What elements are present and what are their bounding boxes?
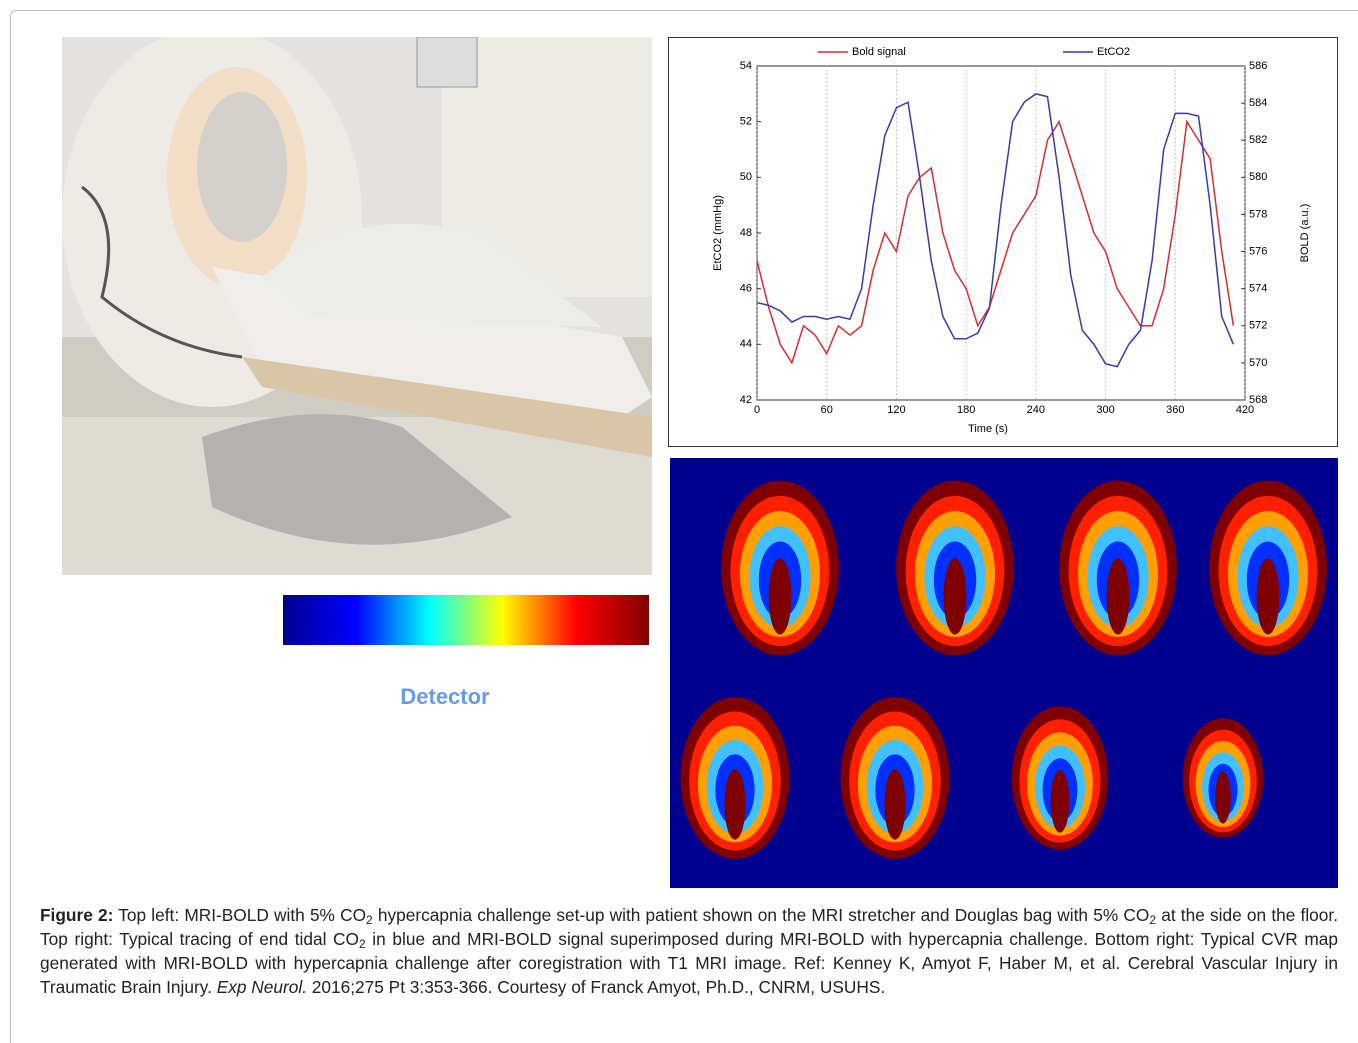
caption-sub: 2 [359, 937, 366, 951]
brain-core [944, 559, 967, 635]
y2-tick-label: 574 [1249, 283, 1267, 295]
y-tick-label: 52 [740, 116, 752, 128]
brain-core [1215, 772, 1231, 824]
colorbar-label: Detector [345, 684, 545, 710]
brain-core [1257, 559, 1280, 635]
brain-core [1107, 559, 1130, 635]
caption: Figure 2: Top left: MRI-BOLD with 5% CO2… [40, 903, 1338, 999]
brain-core [769, 559, 792, 635]
cvr-maps [670, 458, 1338, 888]
page: Time (s) EtCO2 (mmHg) BOLD (a.u.) 0 60 120… [0, 0, 1358, 1043]
y2-tick-label: 572 [1249, 320, 1267, 332]
brain-core [1051, 770, 1070, 832]
y2-tick-label: 586 [1249, 60, 1267, 72]
y2-tick-label: 578 [1249, 208, 1267, 220]
brain-core [724, 769, 745, 839]
caption-text: hypercapnia challenge set-up with patien… [373, 905, 1150, 925]
caption-text: 2016;275 Pt 3:353-366. Courtesy of Franc… [307, 977, 885, 997]
x-tick-label: 240 [1027, 404, 1045, 416]
legend-label: EtCO2 [1097, 46, 1130, 58]
x-tick-label: 120 [887, 404, 905, 416]
legend-label: Bold signal [852, 46, 906, 58]
y2-tick-label: 580 [1249, 171, 1267, 183]
y2-tick-label: 582 [1249, 134, 1267, 146]
x-tick-label: 60 [821, 404, 833, 416]
photo [62, 37, 652, 575]
y-tick-label: 42 [740, 394, 752, 406]
y2-axis-label: BOLD (a.u.) [1299, 204, 1311, 263]
x-tick-label: 300 [1096, 404, 1114, 416]
caption-sub: 2 [1149, 913, 1156, 927]
y2-tick-label: 568 [1249, 394, 1267, 406]
colorbar [283, 595, 649, 645]
x-tick-label: 0 [754, 404, 760, 416]
y-tick-label: 54 [740, 60, 752, 72]
caption-text: Top left: MRI-BOLD with 5% CO [113, 905, 366, 925]
y2-tick-label: 576 [1249, 245, 1267, 257]
y-tick-label: 48 [740, 227, 752, 239]
y2-tick-label: 584 [1249, 97, 1267, 109]
caption-sub: 2 [366, 913, 373, 927]
caption-journal: Exp Neurol. [217, 977, 307, 997]
y-axis-label: EtCO2 (mmHg) [712, 195, 724, 271]
y-tick-label: 50 [740, 171, 752, 183]
x-axis-label: Time (s) [968, 423, 1008, 435]
y2-tick-label: 570 [1249, 357, 1267, 369]
chart: Time (s) EtCO2 (mmHg) BOLD (a.u.) 0 60 120… [668, 37, 1338, 448]
y-tick-label: 46 [740, 283, 752, 295]
brain-core [884, 769, 905, 839]
x-tick-label: 180 [957, 404, 975, 416]
x-tick-label: 360 [1166, 404, 1184, 416]
y-tick-label: 44 [740, 338, 752, 350]
caption-label: Figure 2: [40, 905, 113, 925]
